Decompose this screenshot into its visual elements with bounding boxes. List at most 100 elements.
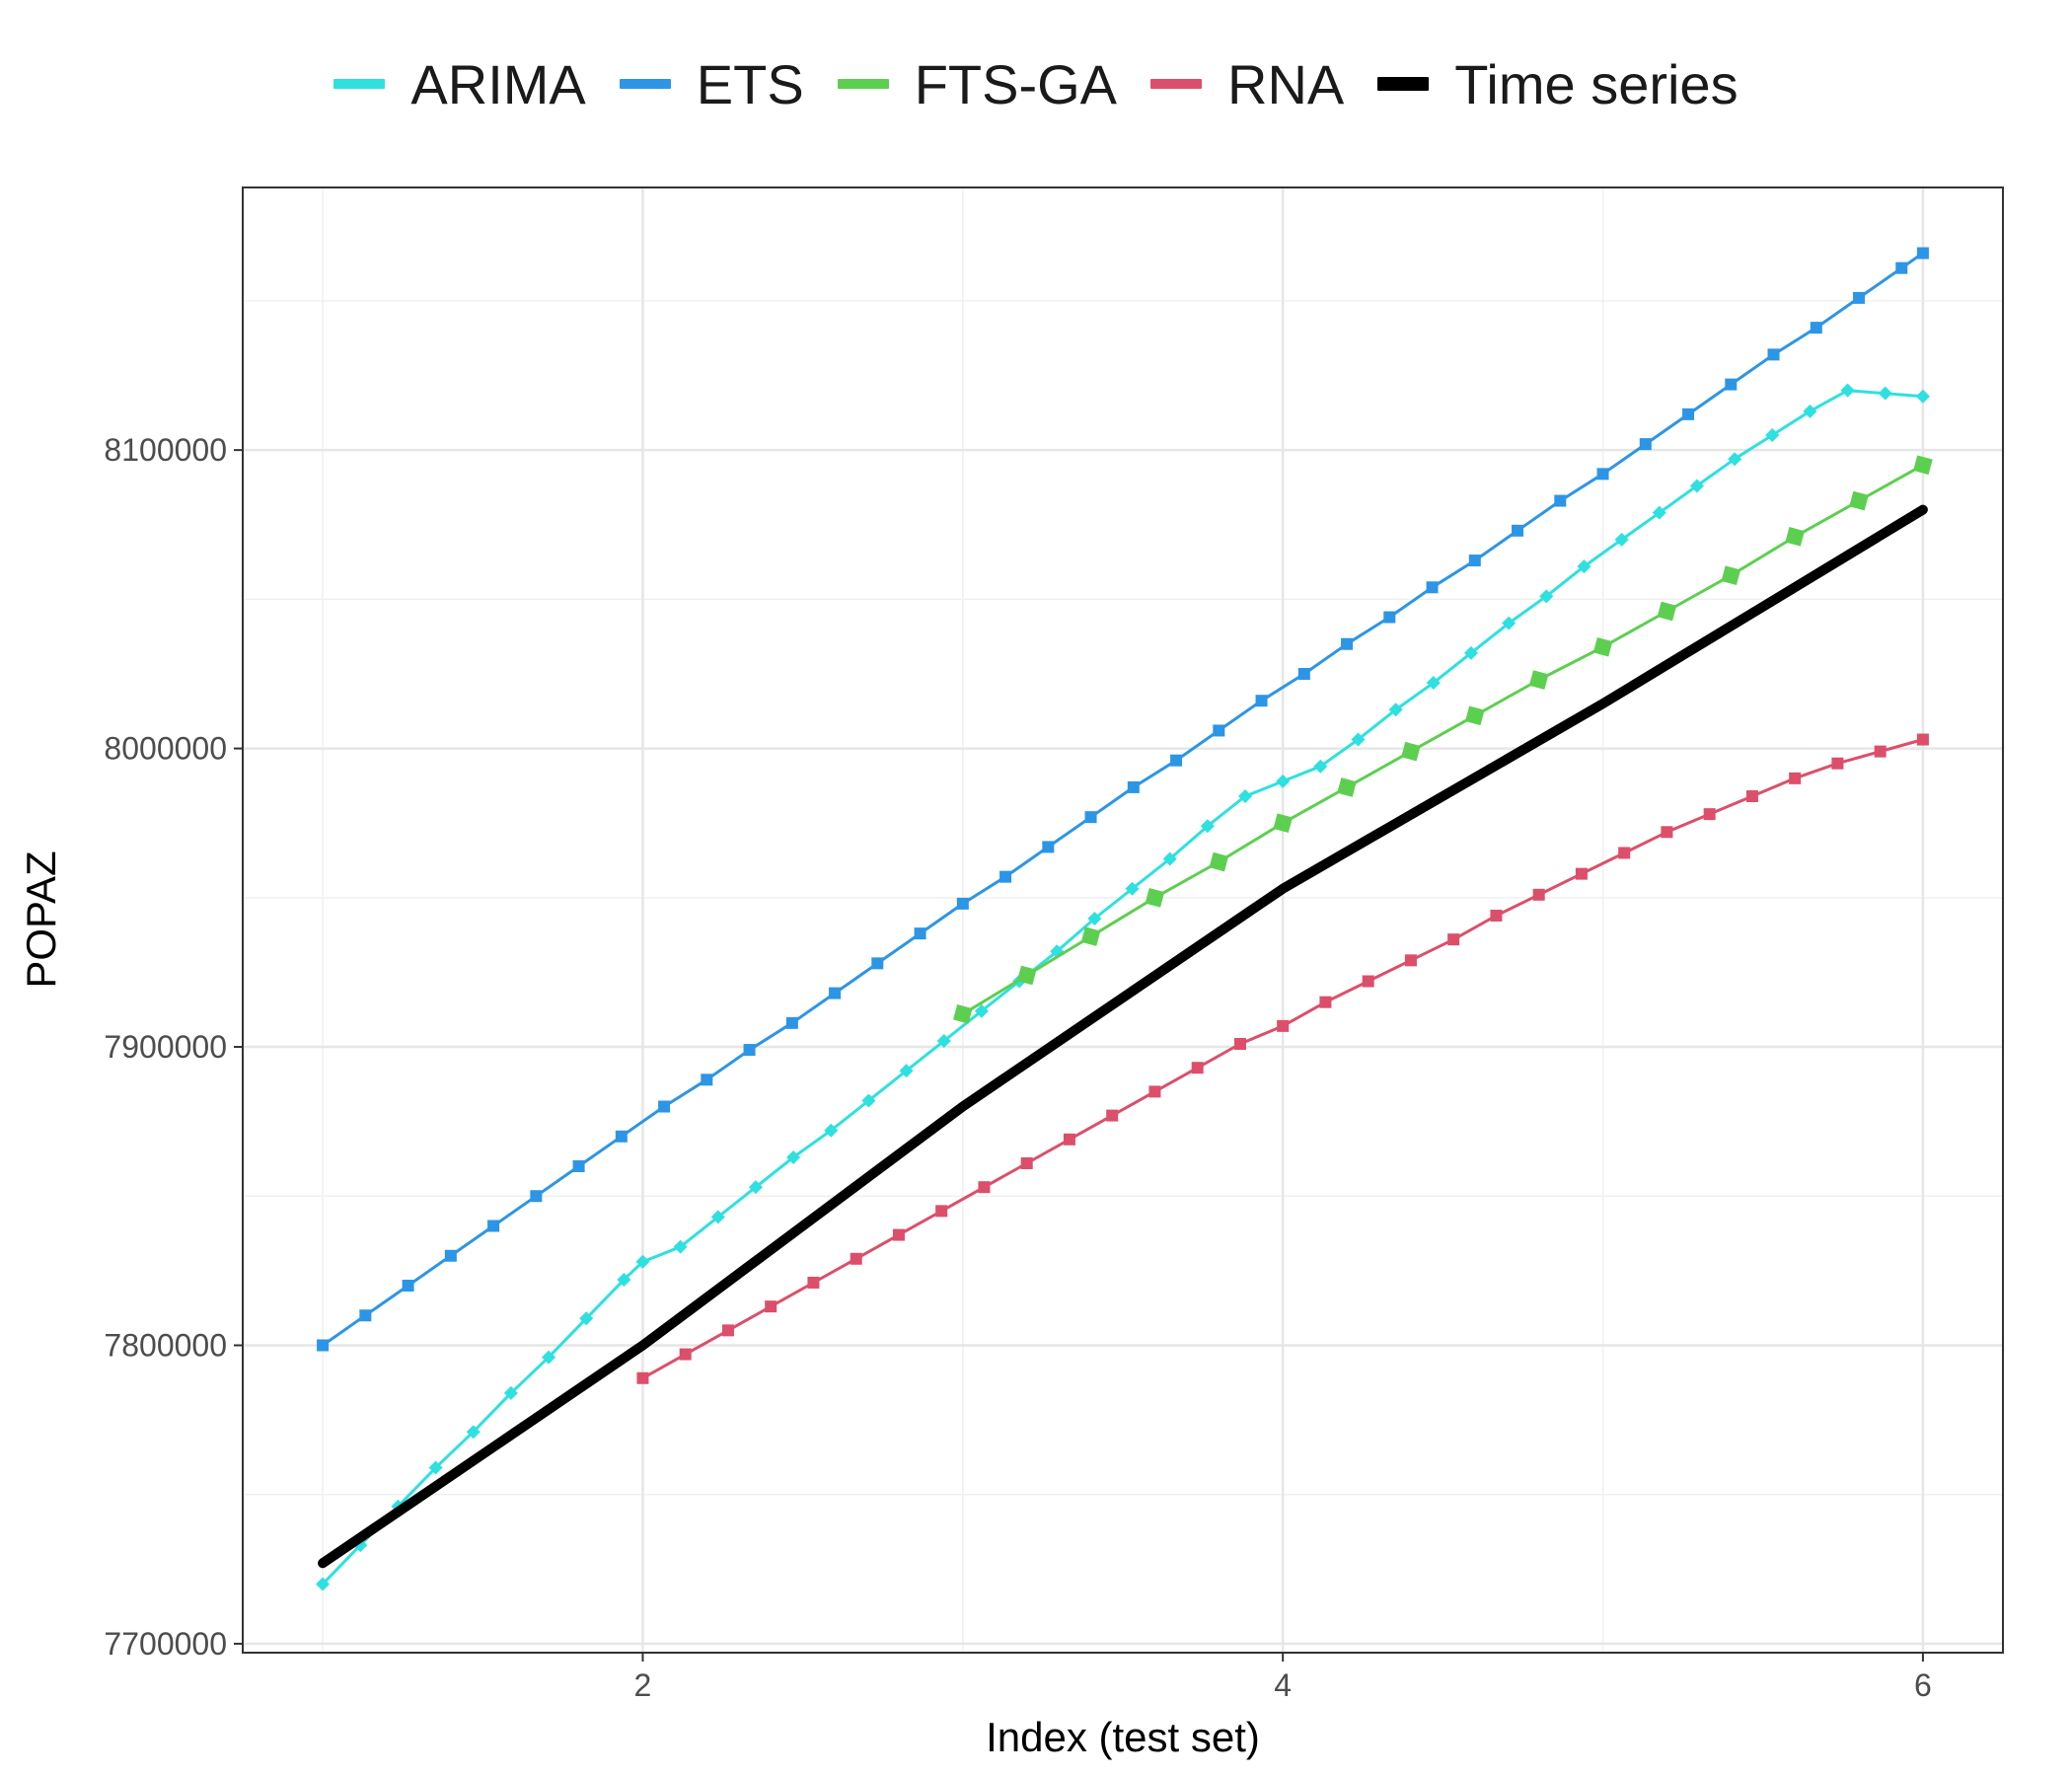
- ets-point: [615, 1130, 628, 1143]
- rna-point: [807, 1276, 820, 1289]
- ets-point: [402, 1279, 414, 1292]
- arima-point: [542, 1350, 556, 1365]
- y-tick-label: 8100000: [104, 432, 227, 468]
- ets-point: [1554, 494, 1567, 507]
- arima-point: [1840, 383, 1855, 398]
- arima-point: [673, 1239, 688, 1254]
- fts-ga-point: [1528, 670, 1549, 690]
- fts-ga-series-line: [961, 463, 1925, 1016]
- series-lines: [316, 247, 1933, 1591]
- arima-point: [316, 1577, 331, 1591]
- arima-point: [1614, 532, 1629, 547]
- arima-point: [466, 1425, 481, 1440]
- arima-point: [861, 1093, 876, 1108]
- x-tick-label: 6: [1914, 1667, 1932, 1703]
- y-axis-title: POPAZ: [18, 851, 64, 988]
- rna-point: [1661, 826, 1673, 839]
- rna-point: [721, 1324, 734, 1337]
- arima-point: [1728, 452, 1742, 467]
- ets-point: [1468, 555, 1481, 567]
- fts-ga-point: [1080, 926, 1101, 946]
- arima-point: [635, 1254, 650, 1269]
- arima-point: [1388, 703, 1403, 717]
- legend-item-ets: ETS: [619, 52, 804, 116]
- ets-point: [359, 1309, 372, 1322]
- rna-point: [1233, 1038, 1246, 1051]
- rna-point: [1148, 1085, 1161, 1098]
- fts-ga-point: [1337, 777, 1357, 797]
- ets-point: [1725, 378, 1738, 391]
- arima-point: [1689, 479, 1704, 493]
- arima-point: [1765, 428, 1780, 443]
- arima-point: [1539, 589, 1554, 604]
- ets-point: [914, 927, 926, 940]
- ets-point: [1255, 695, 1268, 707]
- fts-ga-point: [1657, 601, 1677, 622]
- ets-point: [1042, 841, 1055, 853]
- rna-point: [935, 1205, 948, 1218]
- arima-point: [1915, 389, 1930, 404]
- rna-point: [1618, 847, 1631, 859]
- legend-item-rna: RNA: [1150, 52, 1344, 116]
- rna-point: [1063, 1133, 1075, 1146]
- rna-point: [892, 1228, 905, 1241]
- ets-point: [1213, 724, 1225, 737]
- arima-point: [786, 1149, 801, 1164]
- legend-key-rna: [1150, 79, 1203, 89]
- arima-point: [710, 1210, 725, 1224]
- arima-point: [1803, 404, 1817, 418]
- rna-point: [1277, 1019, 1290, 1032]
- legend-label-rna: RNA: [1227, 52, 1345, 115]
- grid: [243, 187, 2003, 1653]
- fts-ga-point: [1592, 636, 1613, 657]
- arima-point: [1125, 881, 1140, 896]
- plot-panel-border: [242, 186, 2004, 1654]
- rna-point: [1532, 888, 1545, 901]
- arima-point: [748, 1180, 763, 1195]
- rna-point: [1831, 757, 1844, 770]
- arima-series-line: [321, 389, 1925, 1586]
- arima-point: [617, 1272, 631, 1287]
- legend-item-time-series: Time series: [1377, 52, 1739, 116]
- ets-point: [1127, 780, 1140, 793]
- ets-point: [871, 957, 884, 970]
- legend-item-arima: ARIMA: [333, 52, 586, 116]
- ets-point: [1682, 407, 1695, 420]
- fts-ga-point: [1721, 565, 1741, 585]
- fts-ga-point: [1016, 965, 1037, 986]
- ets-point: [317, 1339, 330, 1352]
- ets-point: [572, 1160, 585, 1173]
- arima-point: [824, 1123, 839, 1138]
- time-series-series-line: [318, 504, 1928, 1569]
- arima-point: [1502, 616, 1517, 630]
- arima-point: [1200, 819, 1215, 834]
- arima-point: [503, 1385, 518, 1400]
- ets-point: [701, 1073, 713, 1086]
- arima-point: [936, 1033, 951, 1048]
- y-tick-label: 7900000: [104, 1029, 227, 1065]
- ets-point: [444, 1249, 457, 1262]
- fts-ga-point: [1465, 705, 1485, 726]
- fts-ga-point: [1145, 888, 1165, 908]
- ets-point: [1810, 322, 1822, 334]
- ets-point: [1084, 811, 1097, 824]
- fts-ga-point: [1209, 851, 1229, 872]
- ets-point: [1895, 261, 1908, 274]
- ets-point: [1341, 637, 1354, 650]
- ets-point: [1170, 754, 1183, 767]
- rna-point: [765, 1300, 777, 1313]
- arima-point: [1351, 732, 1366, 747]
- rna-point: [1447, 933, 1460, 946]
- rna-point: [1575, 867, 1588, 880]
- x-tick-label: 2: [634, 1667, 652, 1703]
- y-tick-label: 8000000: [104, 731, 227, 767]
- arima-point: [1878, 386, 1892, 401]
- legend-item-fts-ga: FTS-GA: [837, 52, 1117, 116]
- x-axis-title: Index (test set): [986, 1714, 1260, 1760]
- arima-point: [428, 1460, 443, 1475]
- arima-point: [1426, 676, 1441, 691]
- ets-point: [530, 1190, 543, 1203]
- legend: ARIMA ETS FTS-GA RNA Time series: [0, 39, 2072, 128]
- fts-ga-point: [1849, 490, 1869, 511]
